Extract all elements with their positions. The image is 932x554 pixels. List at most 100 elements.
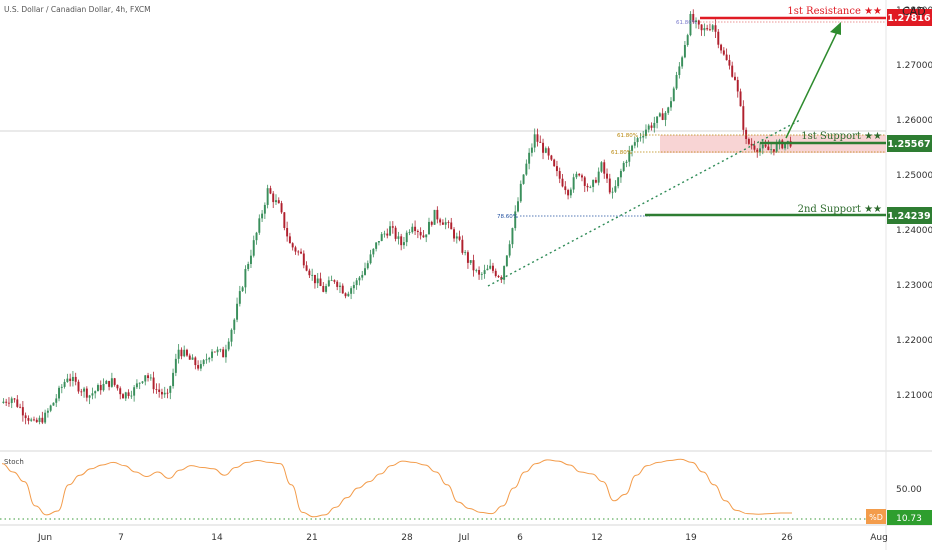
- candle-body: [24, 415, 27, 419]
- indicator-label[interactable]: Stoch: [4, 458, 24, 466]
- candle-body: [322, 285, 325, 292]
- time-tick: 14: [211, 533, 223, 543]
- candle-body: [169, 386, 172, 393]
- candle-body: [311, 274, 314, 276]
- candle-body: [77, 381, 80, 392]
- candle-body: [639, 137, 642, 139]
- candle-body: [13, 398, 16, 400]
- candle-body: [191, 357, 194, 360]
- candle-body: [158, 389, 161, 392]
- candle-body: [781, 140, 784, 149]
- candle-body: [550, 155, 553, 160]
- projection-arrow-line[interactable]: [785, 29, 839, 139]
- candle-body: [650, 125, 653, 128]
- candle-body: [636, 138, 639, 143]
- time-tick: 26: [781, 533, 793, 543]
- candle-body: [558, 171, 561, 179]
- candle-body: [695, 20, 698, 23]
- candle-body: [69, 378, 72, 381]
- candle-body: [767, 146, 770, 151]
- candle-body: [569, 189, 572, 196]
- candle-body: [105, 380, 108, 384]
- candle-body: [714, 25, 717, 32]
- candle-body: [63, 381, 66, 387]
- support1-label: 1st Support ★★: [801, 131, 882, 142]
- candle-body: [533, 134, 536, 148]
- candle-body: [155, 389, 158, 390]
- candle-body: [344, 293, 347, 297]
- candle-body: [631, 145, 634, 151]
- candle-body: [202, 360, 205, 365]
- candle-body: [508, 244, 511, 256]
- candle-body: [138, 382, 141, 384]
- candle-body: [425, 234, 428, 238]
- candle-body: [10, 398, 13, 404]
- candle-body: [611, 191, 614, 193]
- fib-label-support-a: 61.80%: [617, 133, 638, 139]
- candle-body: [386, 233, 389, 236]
- candle-body: [486, 268, 489, 271]
- price-tick: 1.25000: [896, 171, 932, 181]
- candle-body: [355, 280, 358, 286]
- candle-body: [530, 147, 533, 153]
- candle-body: [761, 144, 764, 149]
- candle-body: [316, 278, 319, 284]
- candle-body: [458, 236, 461, 240]
- candle-body: [606, 173, 608, 179]
- candle-body: [372, 248, 375, 255]
- candle-body: [678, 66, 681, 76]
- candle-body: [775, 143, 778, 152]
- candle-body: [703, 28, 706, 31]
- candle-body: [453, 229, 455, 239]
- candle-body: [266, 188, 269, 205]
- candle-body: [561, 178, 564, 187]
- candle-body: [152, 377, 155, 390]
- candle-body: [135, 383, 138, 388]
- stoch-tick: 50.00: [896, 485, 922, 495]
- candle-body: [391, 226, 394, 228]
- candle-body: [224, 349, 227, 358]
- candle-body: [661, 113, 664, 120]
- candle-body: [247, 263, 250, 270]
- candle-body: [186, 349, 188, 356]
- support2-label: 2nd Support ★★: [798, 204, 882, 215]
- time-tick: Jun: [37, 533, 52, 543]
- candle-body: [325, 286, 328, 292]
- candle-body: [600, 162, 603, 172]
- candle-body: [302, 253, 305, 266]
- candle-body: [706, 28, 709, 30]
- candle-body: [366, 263, 369, 269]
- candle-body: [283, 212, 286, 228]
- candle-body: [172, 372, 175, 387]
- candle-body: [96, 385, 99, 392]
- candle-body: [269, 188, 272, 194]
- candle-body: [130, 395, 133, 397]
- candle-body: [619, 170, 622, 178]
- candle-body: [722, 50, 725, 55]
- candle-body: [697, 20, 700, 25]
- candle-body: [400, 236, 403, 246]
- candle-body: [241, 287, 244, 292]
- candle-body: [180, 349, 183, 357]
- candle-body: [377, 241, 380, 243]
- candle-body: [35, 419, 38, 423]
- candle-body: [163, 392, 166, 395]
- candle-body: [658, 113, 661, 117]
- candle-body: [700, 24, 703, 31]
- candle-body: [494, 270, 497, 276]
- candle-body: [405, 232, 408, 243]
- candle-body: [555, 166, 558, 172]
- candle-body: [16, 399, 19, 407]
- candle-body: [85, 388, 88, 398]
- candles-group: [2, 9, 792, 425]
- candle-body: [144, 375, 147, 382]
- candle-body: [441, 222, 444, 225]
- candle-body: [122, 394, 124, 399]
- candle-body: [7, 402, 10, 404]
- stoch-d-line: [1, 458, 792, 518]
- candle-body: [583, 177, 586, 186]
- price-tick: 1.24000: [896, 226, 932, 236]
- ascending-trendline[interactable]: [487, 119, 801, 287]
